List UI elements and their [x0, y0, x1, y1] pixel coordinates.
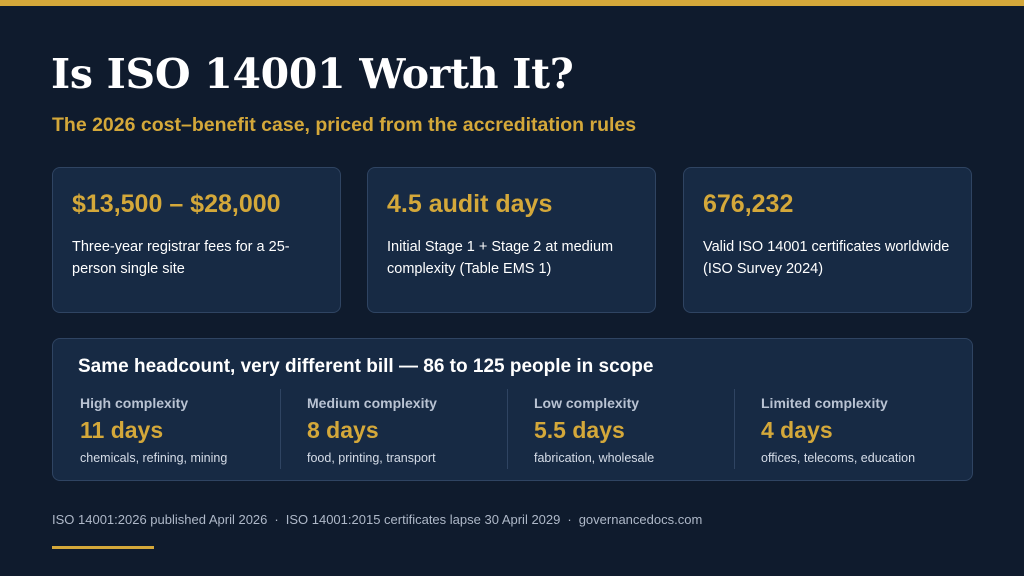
complexity-examples: chemicals, refining, mining [80, 451, 228, 465]
footer: ISO 14001:2026 published April 2026 · ISO … [52, 512, 702, 527]
complexity-column-high: High complexity 11 days chemicals, refin… [53, 389, 280, 469]
footer-published-note: ISO 14001:2026 published April 2026 [52, 512, 268, 527]
complexity-days: 4 days [761, 417, 833, 443]
complexity-days: 5.5 days [534, 417, 625, 443]
stat-value: $13,500 – $28,000 [72, 190, 281, 218]
complexity-label: Low complexity [534, 395, 640, 411]
page-subtitle: The 2026 cost–benefit case, priced from … [52, 114, 637, 136]
footer-site-link[interactable]: governancedocs.com [578, 512, 703, 527]
footer-separator: · [567, 512, 572, 527]
stat-description: Three-year registrar fees for a 25-perso… [72, 239, 290, 277]
complexity-examples: food, printing, transport [307, 451, 436, 465]
complexity-column-limited: Limited complexity 4 days offices, telec… [734, 389, 961, 469]
complexity-panel-title: Same headcount, very different bill — 86… [78, 356, 654, 377]
complexity-days: 11 days [80, 417, 164, 443]
stat-description: Initial Stage 1 + Stage 2 at medium comp… [387, 239, 614, 277]
stat-value: 676,232 [703, 190, 794, 218]
complexity-label: High complexity [80, 395, 189, 411]
stat-card-audit-days: 4.5 audit days Initial Stage 1 + Stage 2… [367, 167, 656, 313]
page-title: Is ISO 14001 Worth It? [51, 50, 574, 98]
top-accent-bar [0, 0, 1024, 6]
complexity-columns: High complexity 11 days chemicals, refin… [53, 389, 972, 469]
complexity-examples: offices, telecoms, education [761, 451, 916, 465]
bottom-accent-bar [52, 546, 154, 549]
complexity-label: Limited complexity [761, 395, 888, 411]
complexity-column-low: Low complexity 5.5 days fabrication, who… [507, 389, 734, 469]
complexity-days: 8 days [307, 417, 379, 443]
footer-lapse-note: ISO 14001:2015 certificates lapse 30 Apr… [285, 512, 561, 527]
stat-card-certificates: 676,232 Valid ISO 14001 certificates wor… [683, 167, 972, 313]
complexity-column-medium: Medium complexity 8 days food, printing,… [280, 389, 507, 469]
stat-value: 4.5 audit days [387, 190, 553, 218]
complexity-panel: Same headcount, very different bill — 86… [52, 338, 973, 481]
footer-separator: · [274, 512, 279, 527]
stat-description: Valid ISO 14001 certificates worldwide (… [703, 239, 950, 277]
complexity-label: Medium complexity [307, 395, 437, 411]
complexity-examples: fabrication, wholesale [534, 451, 655, 465]
stat-card-registrar-fees: $13,500 – $28,000 Three-year registrar f… [52, 167, 341, 313]
